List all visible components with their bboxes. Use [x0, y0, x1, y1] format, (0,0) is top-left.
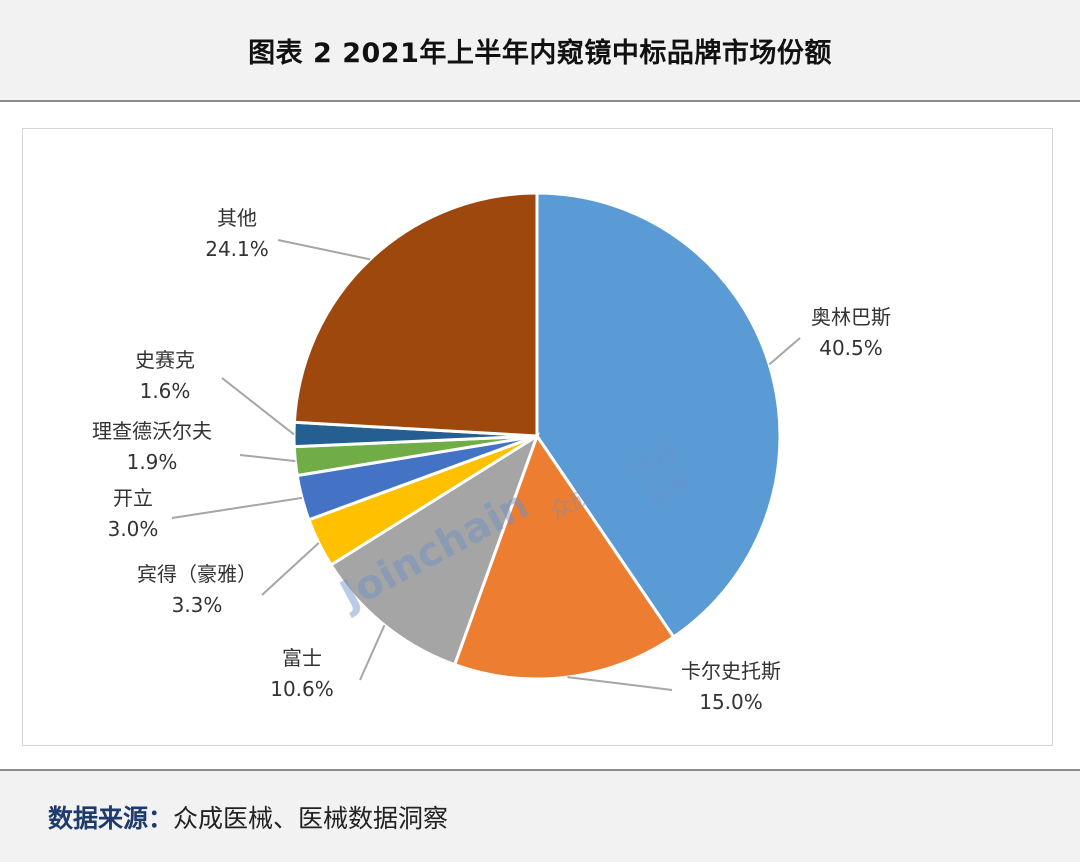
source-text: 众成医械、医械数据洞察	[173, 803, 449, 833]
slice-name-label: 开立	[113, 486, 153, 510]
footer-divider	[0, 769, 1080, 771]
leader-line	[261, 542, 320, 596]
leader-line	[359, 624, 386, 681]
slice-name-label: 宾得（豪雅）	[137, 562, 257, 586]
leader-line	[171, 496, 303, 519]
leader-lines	[171, 239, 801, 691]
leader-line	[567, 676, 673, 691]
slice-value-label: 10.6%	[270, 677, 334, 701]
slice-value-label: 3.3%	[172, 593, 223, 617]
slice-value-label: 24.1%	[205, 237, 269, 261]
pie-slice	[328, 432, 540, 667]
slice-name-label: 奥林巴斯	[811, 305, 891, 329]
slice-value-label: 3.0%	[108, 517, 159, 541]
slice-value-label: 15.0%	[699, 690, 763, 714]
slice-value-label: 40.5%	[819, 336, 883, 360]
leader-line	[221, 377, 295, 436]
leader-line	[239, 454, 296, 463]
slice-value-label: 1.9%	[127, 450, 178, 474]
source-label: 数据来源：	[48, 803, 174, 833]
slice-labels: 奥林巴斯 40.5% 卡尔史托斯 15.0% 富士 10.6% 宾得（豪雅） 3.3% 开立 3.…	[92, 206, 891, 714]
slice-name-label: 理查德沃尔夫	[92, 419, 212, 443]
leader-line	[768, 337, 801, 366]
pie-slice	[452, 432, 676, 681]
header: 图表 2 2021年上半年内窥镜中标品牌市场份额	[0, 0, 1080, 100]
slice-name-label: 其他	[217, 206, 257, 230]
slice-name-label: 富士	[282, 646, 322, 670]
pie-slice	[292, 191, 539, 438]
leader-line	[277, 239, 371, 261]
footer: 数据来源： 众成医械、医械数据洞察	[48, 771, 448, 862]
slice-name-label: 卡尔史托斯	[681, 659, 781, 683]
header-divider	[0, 100, 1080, 102]
slice-value-label: 1.6%	[140, 379, 191, 403]
slice-name-label: 史赛克	[135, 348, 195, 372]
page-title: 图表 2 2021年上半年内窥镜中标品牌市场份额	[248, 37, 832, 69]
